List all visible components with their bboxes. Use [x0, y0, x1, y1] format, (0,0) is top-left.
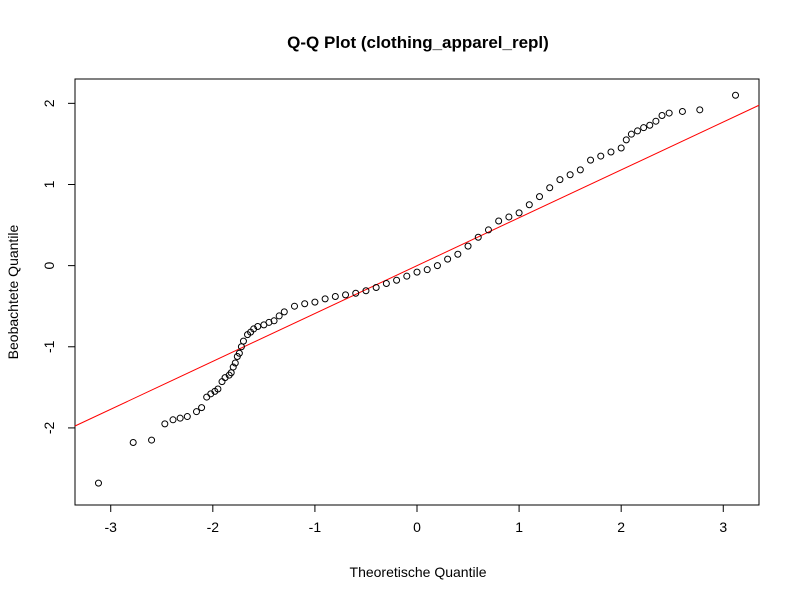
data-point [192, 408, 200, 416]
data-point [444, 255, 452, 263]
data-point [556, 176, 564, 184]
x-tick-label: 2 [617, 519, 625, 535]
data-point [546, 184, 554, 192]
data-point [290, 302, 298, 310]
data-point [658, 112, 666, 120]
data-point [183, 413, 191, 421]
data-point [161, 420, 169, 428]
x-tick-label: 0 [413, 519, 421, 535]
data-points [94, 91, 740, 487]
plot-frame [74, 78, 760, 506]
data-point [696, 106, 704, 114]
data-point [393, 276, 401, 284]
y-axis: -2 -1 0 1 2 [41, 99, 75, 434]
data-point [214, 385, 222, 393]
data-point [665, 109, 673, 117]
data-point [413, 268, 421, 276]
data-point [198, 404, 206, 412]
data-point [433, 262, 441, 270]
data-point [94, 479, 102, 487]
data-point [342, 291, 350, 299]
data-point [235, 349, 243, 357]
data-point [129, 439, 137, 447]
chart-title: Q-Q Plot (clothing_apparel_repl) [287, 33, 549, 52]
data-point [229, 363, 237, 371]
data-point [627, 130, 635, 138]
x-tick-label: 3 [719, 519, 727, 535]
y-tick-label: 1 [41, 180, 57, 188]
data-point [169, 416, 177, 424]
data-point [454, 250, 462, 258]
data-point [362, 287, 370, 295]
reference-line [74, 104, 760, 427]
data-point [587, 156, 595, 164]
data-point [640, 124, 648, 132]
data-point [270, 317, 278, 325]
data-point [566, 171, 574, 179]
y-axis-label: Beobachtete Quantile [5, 224, 21, 359]
data-point [301, 300, 309, 308]
y-tick-label: -1 [41, 340, 57, 353]
data-point [484, 226, 492, 234]
data-point [652, 117, 660, 125]
data-point [617, 144, 625, 152]
data-point [311, 298, 319, 306]
data-point [372, 284, 380, 292]
data-point [239, 337, 247, 345]
data-point [275, 312, 283, 320]
x-tick-label: -3 [105, 519, 118, 535]
data-point [231, 359, 239, 367]
data-point [321, 295, 329, 303]
x-tick-label: -1 [309, 519, 322, 535]
data-point [331, 292, 339, 300]
x-axis-label: Theoretische Quantile [350, 564, 487, 580]
data-point [382, 279, 390, 287]
data-point [474, 233, 482, 241]
data-point [280, 308, 288, 316]
y-tick-label: 0 [41, 262, 57, 270]
data-point [176, 414, 184, 422]
data-point [495, 217, 503, 225]
data-point [505, 213, 513, 221]
reference-line-group [74, 104, 760, 427]
x-tick-label: -2 [207, 519, 220, 535]
data-point [525, 201, 533, 209]
data-point [218, 378, 226, 386]
data-point [597, 152, 605, 160]
data-point [464, 242, 472, 250]
x-axis: -3 -2 -1 0 1 2 3 [105, 505, 727, 535]
data-point [576, 166, 584, 174]
data-point [678, 107, 686, 115]
data-point [254, 322, 262, 330]
data-point [622, 136, 630, 144]
y-tick-label: -2 [41, 421, 57, 434]
data-point [515, 209, 523, 217]
data-point [148, 436, 156, 444]
data-point [646, 121, 654, 129]
x-tick-label: 1 [515, 519, 523, 535]
data-point [607, 148, 615, 156]
data-point [536, 193, 544, 201]
data-point [352, 289, 360, 297]
data-point [732, 91, 740, 99]
data-point [634, 127, 642, 135]
data-point [423, 266, 431, 274]
data-point [203, 393, 211, 401]
y-tick-label: 2 [41, 99, 57, 107]
data-point [403, 272, 411, 280]
